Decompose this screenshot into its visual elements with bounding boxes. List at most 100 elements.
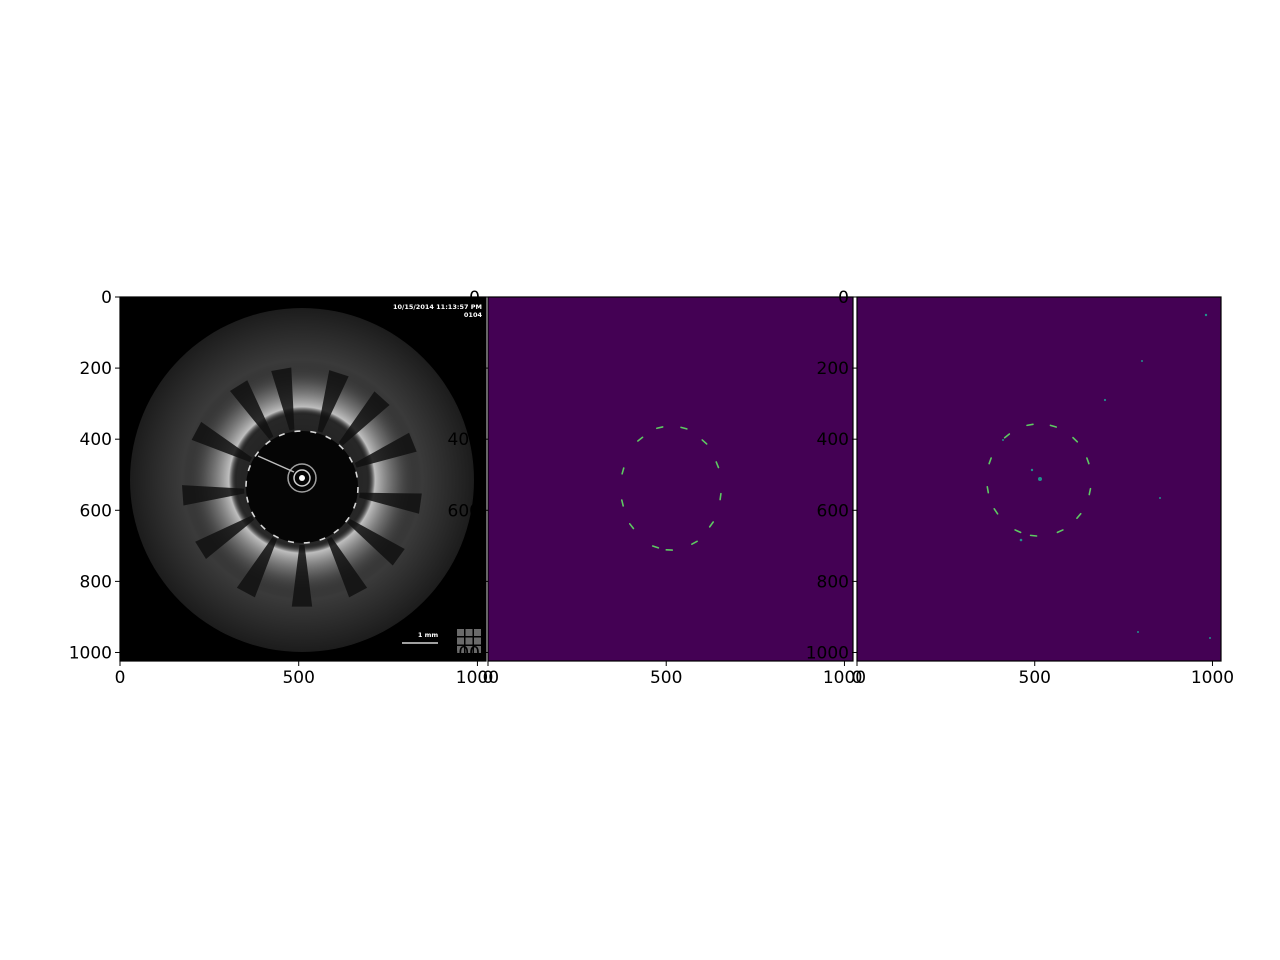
strut-segment <box>1014 529 1022 534</box>
strut-segment <box>719 492 722 501</box>
strut-segment <box>621 467 625 475</box>
thumb-grid-cell <box>457 629 464 636</box>
y-tick-label: 0 <box>838 288 849 308</box>
oct-scale-label: 1 mm <box>418 631 439 639</box>
thumb-grid-cell <box>474 646 481 653</box>
stent-shadow-spokes <box>182 367 422 607</box>
strut-segment <box>1086 457 1090 465</box>
strut-segment <box>986 485 990 494</box>
strut-segment <box>1056 529 1064 534</box>
x-tick-label: 1000 <box>823 668 866 688</box>
thumb-grid-cell <box>457 637 464 645</box>
strut-segments-right <box>986 313 1211 639</box>
y-tick-label: 200 <box>817 359 849 379</box>
x-tick-label: 0 <box>115 668 126 688</box>
stent-shadow <box>229 380 274 440</box>
x-tick-label: 500 <box>650 668 682 688</box>
strut-segment <box>620 499 625 507</box>
x-tick-label: 500 <box>282 668 314 688</box>
stent-shadow <box>291 544 313 607</box>
y-tick-label: 400 <box>817 430 849 450</box>
artifact-speck <box>1204 313 1208 317</box>
strut-segment <box>691 540 698 545</box>
strut-segment <box>1049 424 1058 428</box>
oct-lumen-border <box>245 430 359 544</box>
thumb-grid-cell <box>474 637 481 645</box>
strut-segment <box>656 426 664 430</box>
stent-shadow <box>354 432 417 468</box>
artifact-speck <box>1030 468 1034 472</box>
panel-right-frame <box>856 296 1222 662</box>
strut-segment <box>715 461 720 469</box>
y-tick-label: 800 <box>817 572 849 592</box>
strut-segments-middle <box>620 426 722 551</box>
artifact-speck <box>1137 631 1139 633</box>
strut-segment <box>637 436 644 442</box>
y-tick-label: 800 <box>80 572 112 592</box>
stent-shadow <box>359 492 422 514</box>
artifact-speck <box>1159 497 1161 499</box>
oct-catheter-center <box>299 475 305 481</box>
artifact-speck <box>1209 637 1211 639</box>
strut-segment <box>680 426 688 430</box>
y-tick-label: 800 <box>448 572 480 592</box>
strut-segment <box>1029 534 1038 537</box>
x-tick-label: 1000 <box>456 668 499 688</box>
stent-shadow <box>317 370 349 433</box>
y-tick-label: 600 <box>80 501 112 521</box>
stent-shadow <box>347 519 405 566</box>
strut-segment <box>1088 487 1092 496</box>
strut-segment <box>628 523 635 530</box>
oct-image: 10/15/2014 11:13:57 PM 0104 1 mm <box>130 303 482 653</box>
y-tick-label: 400 <box>80 430 112 450</box>
x-tick-label: 1000 <box>1191 668 1234 688</box>
thumb-grid-cell <box>465 637 473 645</box>
panel-middle-frame <box>487 296 854 662</box>
strut-segment <box>1003 433 1011 439</box>
thumb-grid-cell <box>465 646 473 653</box>
y-tick-label: 1000 <box>69 643 112 663</box>
thumb-grid-cell <box>465 629 473 636</box>
artifact-speck <box>1103 398 1107 402</box>
strut-segment <box>651 545 660 549</box>
oct-guidewire <box>257 455 295 473</box>
y-tick-label: 400 <box>448 430 480 450</box>
y-tick-label: 200 <box>448 359 480 379</box>
panel-middle-image <box>488 297 853 661</box>
x-tick-label: 500 <box>1019 668 1051 688</box>
stent-shadow <box>236 537 277 598</box>
y-tick-label: 200 <box>80 359 112 379</box>
artifact-speck <box>1002 439 1004 441</box>
stent-shadow <box>327 537 368 598</box>
x-tick-label: 0 <box>483 668 494 688</box>
y-tick-label: 1000 <box>806 643 849 663</box>
oct-timestamp: 10/15/2014 11:13:57 PM <box>393 303 482 311</box>
oct-catheter-ring-inner <box>293 469 311 487</box>
oct-frame-number: 0104 <box>464 311 483 319</box>
panel-left-frame <box>119 296 487 662</box>
strut-segment <box>1076 512 1082 520</box>
stent-shadow <box>182 485 245 506</box>
artifact-speck <box>1141 360 1143 362</box>
y-tick-label: 600 <box>817 501 849 521</box>
stent-shadow <box>195 515 255 560</box>
artifact-speck <box>1038 477 1042 481</box>
x-tick-label: 0 <box>852 668 863 688</box>
strut-segment <box>1026 423 1034 427</box>
thumb-grid-cell <box>457 646 464 653</box>
stent-shadow <box>338 391 390 446</box>
y-tick-label: 1000 <box>437 643 480 663</box>
stent-shadow <box>271 367 295 431</box>
strut-segment <box>993 508 999 515</box>
y-tick-label: 0 <box>101 288 112 308</box>
oct-lumen <box>246 431 358 543</box>
strut-segment <box>1072 436 1079 443</box>
artifact-speck <box>1019 538 1023 542</box>
stent-shadow <box>191 421 252 462</box>
